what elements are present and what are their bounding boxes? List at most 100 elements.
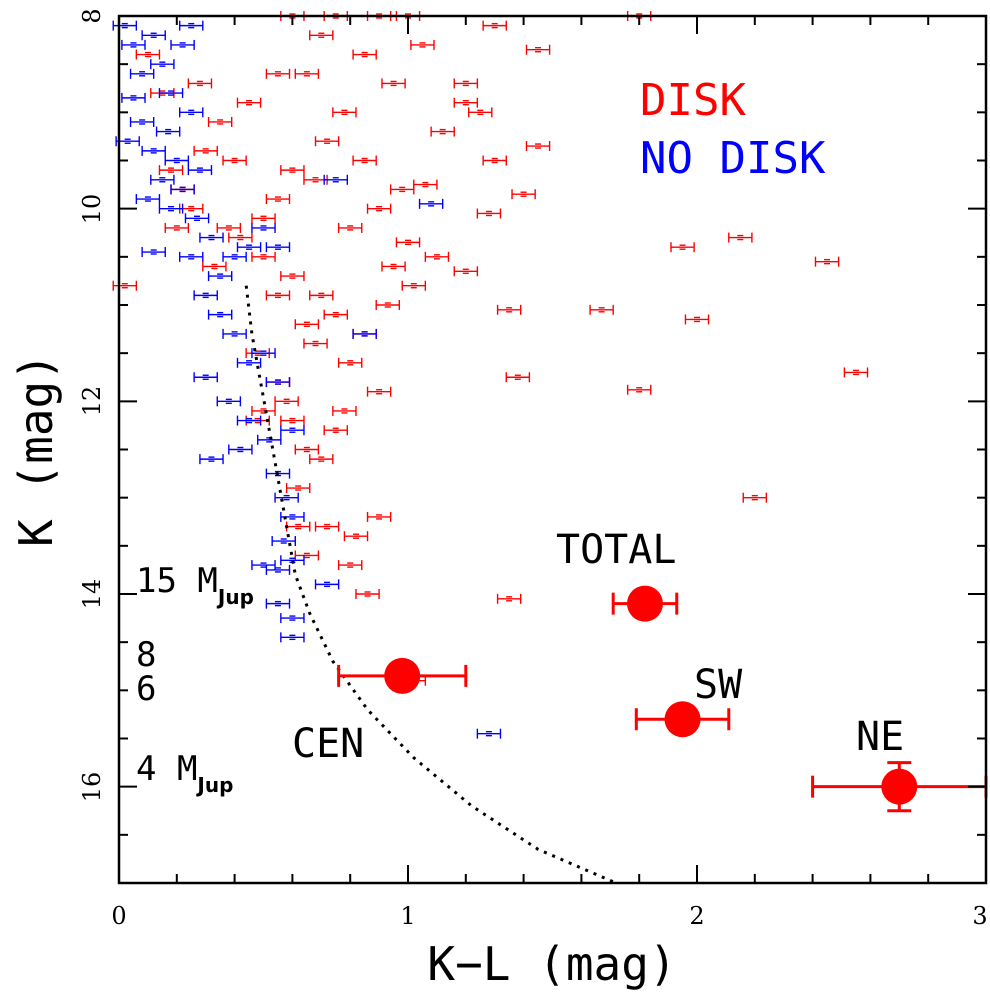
disk-point-60 bbox=[193, 145, 218, 156]
disk-point-5 bbox=[309, 290, 334, 301]
disk-point-20 bbox=[366, 511, 392, 522]
disk-point-47 bbox=[482, 20, 507, 31]
disk-point-31 bbox=[337, 222, 363, 233]
disk-point-22 bbox=[294, 550, 320, 561]
disk-point-12 bbox=[337, 357, 363, 368]
x-axis-title: K−L (mag) bbox=[427, 937, 676, 991]
disk-point-50 bbox=[381, 78, 406, 89]
disk-point-58 bbox=[265, 68, 291, 79]
disk-point-68 bbox=[178, 203, 204, 214]
isochrone-curve bbox=[244, 285, 617, 885]
nodisk-point-2 bbox=[129, 68, 155, 79]
disk-point-34 bbox=[395, 237, 421, 248]
nodisk-point-29 bbox=[222, 328, 247, 339]
nodisk-point-10 bbox=[141, 145, 166, 156]
disk-point-65 bbox=[164, 222, 190, 233]
y-tick-8: 8 bbox=[78, 8, 106, 23]
disk-point-2 bbox=[265, 290, 291, 301]
nodisk-point-50 bbox=[476, 728, 502, 739]
highlight-point-cen bbox=[337, 657, 468, 694]
label-sw: SW bbox=[694, 662, 743, 708]
disk-point-19 bbox=[343, 531, 369, 542]
nodisk-point-36 bbox=[280, 425, 305, 436]
mass-label-6: 6 bbox=[136, 669, 156, 709]
disk-point-74 bbox=[626, 384, 652, 395]
disk-point-48 bbox=[453, 78, 479, 89]
disk-point-29 bbox=[332, 107, 357, 118]
x-tick-1: 1 bbox=[400, 902, 415, 930]
disk-point-84 bbox=[158, 165, 184, 176]
nodisk-point-22 bbox=[207, 271, 233, 282]
nodisk-point-4 bbox=[150, 59, 175, 70]
highlighted-points bbox=[337, 585, 988, 813]
disk-point-24 bbox=[251, 213, 276, 224]
nodisk-point-21 bbox=[178, 251, 204, 262]
disk-point-23 bbox=[355, 589, 380, 599]
disk-point-78 bbox=[728, 232, 753, 243]
x-tick-0: 0 bbox=[111, 902, 126, 930]
x-tick-3: 3 bbox=[972, 902, 987, 930]
nodisk-point-43 bbox=[251, 560, 276, 571]
disk-point-73 bbox=[589, 304, 614, 315]
nodisk-point-49 bbox=[280, 632, 305, 643]
nodisk-point-32 bbox=[265, 377, 291, 388]
nodisk-point-6 bbox=[170, 39, 195, 50]
nodisk-point-5 bbox=[158, 88, 184, 99]
disk-point-61 bbox=[207, 116, 233, 127]
nodisk-point-15 bbox=[187, 165, 213, 176]
nodisk-point-34 bbox=[236, 415, 262, 426]
disk-point-82 bbox=[112, 280, 138, 291]
nodisk-point-54 bbox=[141, 247, 166, 258]
nodisk-point-14 bbox=[178, 107, 204, 118]
disk-point-39 bbox=[413, 179, 438, 190]
highlight-point-sw bbox=[634, 701, 731, 738]
nodisk-point-30 bbox=[236, 357, 262, 368]
disk-point-32 bbox=[366, 203, 392, 214]
disk-point-52 bbox=[309, 30, 334, 41]
axis-ticks bbox=[118, 15, 987, 884]
nodisk-point-53 bbox=[323, 174, 349, 185]
disk-point-21 bbox=[337, 560, 363, 571]
nodisk-point-7 bbox=[178, 20, 204, 31]
disk-point-9 bbox=[309, 454, 334, 465]
nodisk-point-24 bbox=[236, 242, 262, 253]
disk-point-17 bbox=[366, 386, 392, 397]
disk-point-67 bbox=[202, 261, 227, 272]
nodisk-point-27 bbox=[193, 290, 218, 301]
disk-point-25 bbox=[265, 194, 291, 205]
y-tick-16: 16 bbox=[78, 772, 106, 803]
nodisk-point-56 bbox=[121, 92, 146, 103]
disk-point-37 bbox=[453, 266, 479, 277]
nodisk-point-3 bbox=[141, 30, 166, 41]
nodisk-point-20 bbox=[199, 232, 224, 243]
mass-label-4-sub: Jup bbox=[195, 773, 233, 797]
legend-no-disk: NO DISK bbox=[640, 133, 826, 184]
mass-label-15: 15 MJup bbox=[136, 561, 254, 609]
y-axis-title: K (mag) bbox=[9, 353, 63, 547]
disk-point-26 bbox=[280, 165, 305, 176]
disk-point-41 bbox=[453, 97, 479, 108]
disk-point-69 bbox=[476, 208, 502, 219]
nodisk-point-26 bbox=[265, 242, 291, 253]
nodisk-point-35 bbox=[257, 434, 282, 445]
disk-point-62 bbox=[222, 155, 247, 166]
disk-point-40 bbox=[430, 126, 455, 137]
disk-point-59 bbox=[236, 97, 262, 108]
disk-point-44 bbox=[511, 189, 536, 200]
legend-disk: DISK bbox=[640, 75, 746, 126]
nodisk-point-0 bbox=[112, 20, 138, 31]
highlight-point-ne bbox=[811, 761, 988, 813]
disk-point-49 bbox=[410, 39, 435, 50]
nodisk-point-16 bbox=[135, 194, 161, 205]
disk-point-18 bbox=[314, 521, 340, 532]
disk-point-81 bbox=[742, 492, 768, 503]
nodisk-point-38 bbox=[228, 444, 253, 455]
nodisk-point-42 bbox=[271, 536, 296, 547]
nodisk-point-31 bbox=[251, 348, 276, 359]
disk-point-70 bbox=[496, 304, 522, 315]
label-cen: CEN bbox=[292, 721, 364, 767]
nodisk-point-48 bbox=[280, 613, 305, 624]
disk-point-13 bbox=[303, 338, 328, 349]
disk-point-80 bbox=[843, 367, 869, 378]
